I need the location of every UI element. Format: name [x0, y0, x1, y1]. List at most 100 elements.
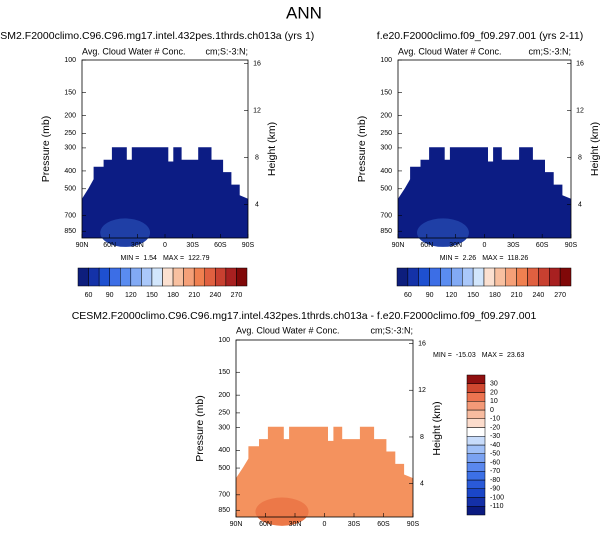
colorbar-box	[483, 267, 496, 287]
colorbar-label: 240	[533, 292, 545, 299]
colorbar-label: -30	[490, 433, 500, 440]
colorbar-box	[466, 392, 486, 402]
colorbar-label: 60	[404, 292, 412, 299]
colorbar-box	[130, 267, 142, 287]
field-core	[255, 497, 309, 526]
y-tick-label: 150	[218, 369, 230, 376]
y-tick-label: 150	[380, 89, 392, 96]
y-tick-label: 400	[380, 168, 392, 175]
y2-tick-label: 16	[418, 340, 426, 347]
y-tick-label: 250	[380, 130, 392, 137]
min-value: 1.54	[143, 255, 157, 262]
colorbar-box	[466, 462, 486, 472]
colorbar-box	[462, 267, 474, 287]
x-tick-label: 30N	[289, 521, 302, 528]
y-tick-label: 200	[64, 112, 76, 119]
min-label: MIN =	[433, 352, 452, 359]
field-region	[398, 147, 571, 238]
colorbar-box	[538, 267, 550, 287]
colorbar-label: 210	[188, 292, 200, 299]
y-tick-label: 400	[218, 447, 230, 454]
x-tick-label: 60S	[214, 242, 227, 249]
colorbar-box	[77, 267, 89, 287]
colorbar-box	[549, 267, 561, 287]
colorbar-box	[466, 409, 486, 419]
y2-tick-label: 12	[418, 387, 426, 394]
colorbar-label: -40	[490, 442, 500, 449]
y-tick-label: 100	[380, 57, 392, 64]
max-label: MAX =	[482, 255, 503, 262]
colorbar-box	[466, 497, 486, 507]
figure-title: ANN	[286, 3, 322, 22]
y2-tick-label: 8	[578, 154, 582, 161]
x-tick-label: 60S	[377, 521, 390, 528]
colorbar-label: -90	[490, 486, 500, 493]
colorbar-box	[466, 453, 486, 463]
y-tick-label: 500	[64, 186, 76, 193]
colorbar-box	[109, 267, 121, 287]
colorbar-box	[151, 267, 163, 287]
colorbar-box	[527, 267, 539, 287]
colorbar-box	[88, 267, 100, 287]
y2-tick-label: 12	[253, 107, 261, 114]
y2-tick-label: 16	[576, 60, 584, 67]
panel-title: CESM2.F2000climo.C96.C96.mg17.intel.432p…	[72, 310, 537, 322]
y-tick-label: 500	[218, 465, 230, 472]
colorbar-box	[451, 267, 463, 287]
x-tick-label: 0	[483, 242, 487, 249]
max-value: 23.63	[507, 352, 525, 359]
y-tick-label: 100	[64, 57, 76, 64]
colorbar-label: 180	[489, 292, 501, 299]
colorbar-label: -100	[490, 494, 504, 501]
x-tick-label: 60N	[103, 242, 116, 249]
y-tick-label: 250	[64, 130, 76, 137]
colorbar-label: -80	[490, 477, 500, 484]
y-tick-label: 850	[64, 228, 76, 235]
colorbar-box	[466, 401, 486, 411]
colorbar-box	[516, 267, 528, 287]
panel-subtitle: Avg. Cloud Water # Conc.	[82, 46, 186, 56]
min-value: 2.26	[463, 255, 477, 262]
colorbar-box	[193, 267, 205, 287]
colorbar-box	[494, 267, 506, 287]
x-tick-label: 90N	[392, 242, 405, 249]
y-tick-label: 250	[218, 410, 230, 417]
x-tick-label: 60S	[536, 242, 549, 249]
y-tick-label: 700	[218, 492, 230, 499]
x-tick-label: 0	[323, 521, 327, 528]
field-core	[100, 218, 151, 247]
y-tick-label: 850	[218, 507, 230, 514]
colorbar-box	[407, 267, 419, 287]
field-region	[236, 426, 413, 517]
colorbar-label: -50	[490, 451, 500, 458]
units: cm;S:-3:N;	[528, 46, 571, 56]
x-tick-label: 0	[163, 242, 167, 249]
x-tick-label: 60N	[259, 521, 272, 528]
colorbar-label: -110	[490, 503, 504, 510]
colorbar-box	[183, 267, 195, 287]
colorbar-box	[559, 267, 572, 287]
y-tick-label: 300	[380, 145, 392, 152]
colorbar-box	[466, 427, 486, 437]
colorbar-box	[162, 267, 174, 287]
colorbar-box	[466, 471, 486, 481]
colorbar-box	[98, 267, 110, 287]
y-tick-label: 200	[380, 112, 392, 119]
y2-tick-label: 16	[253, 60, 261, 67]
y-tick-label: 300	[218, 424, 230, 431]
min-label: MIN =	[120, 255, 139, 262]
colorbar-label: 90	[106, 292, 114, 299]
colorbar-label: 0	[490, 407, 494, 414]
panel-subtitle: Avg. Cloud Water # Conc.	[236, 325, 340, 335]
y-tick-label: 700	[380, 213, 392, 220]
colorbar-label: 240	[209, 292, 221, 299]
colorbar-label: 210	[511, 292, 523, 299]
max-label: MAX =	[482, 352, 503, 359]
y2-axis-label: Height (km)	[266, 122, 278, 176]
x-tick-label: 90S	[407, 521, 420, 528]
max-label: MAX =	[163, 255, 184, 262]
colorbar-label: 150	[467, 292, 479, 299]
colorbar-label: 60	[85, 292, 93, 299]
colorbar-box	[429, 267, 441, 287]
